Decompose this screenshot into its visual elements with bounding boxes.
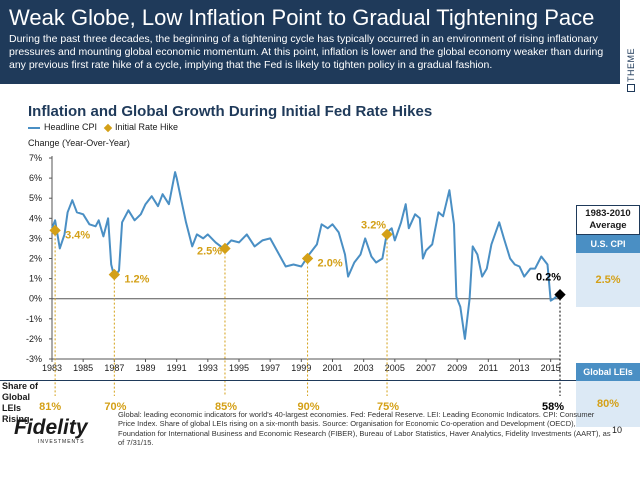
lei-row xyxy=(0,380,576,429)
current-lei-value: 58% xyxy=(542,401,564,413)
x-tick-label: 2001 xyxy=(322,363,342,373)
rate-hike-diamond xyxy=(219,242,231,255)
y-tick-label: -3% xyxy=(26,354,42,364)
x-tick-label: 1985 xyxy=(73,363,93,373)
average-cpi-value: 2.5% xyxy=(576,253,640,307)
lei-value: 85% xyxy=(215,401,237,413)
x-tick-label: 1991 xyxy=(167,363,187,373)
x-tick-label: 2013 xyxy=(509,363,529,373)
rate-hike-diamond xyxy=(49,224,61,237)
lei-value: 81% xyxy=(39,401,61,413)
current-diamond xyxy=(554,289,566,301)
cpi-series-line xyxy=(51,171,560,340)
x-tick-label: 2011 xyxy=(479,363,498,373)
lei-row-title: Share of Global LEIs Rising xyxy=(2,381,39,424)
y-tick-label: -2% xyxy=(26,334,42,344)
x-tick-label: 1995 xyxy=(229,363,249,373)
chart-title: Inflation and Global Growth During Initi… xyxy=(28,103,433,120)
average-box-title: 1983-2010 Average xyxy=(576,205,640,235)
y-tick-label: 5% xyxy=(29,193,42,203)
x-tick-label: 1999 xyxy=(291,363,311,373)
legend-cpi-label: Headline CPI xyxy=(44,122,98,132)
x-tick-label: 2003 xyxy=(354,363,374,373)
y-axis-label: Change (Year-Over-Year) xyxy=(28,138,130,148)
x-tick-label: 1997 xyxy=(260,363,280,373)
x-tick-label: 1989 xyxy=(135,363,155,373)
y-tick-label: 2% xyxy=(29,254,42,264)
footnote: Global: leading economic indicators for … xyxy=(118,410,611,447)
y-tick-label: 4% xyxy=(29,213,42,223)
rate-hike-label: 3.2% xyxy=(361,219,386,231)
x-tick-label: 1993 xyxy=(198,363,218,373)
x-tick-label: 2009 xyxy=(447,363,467,373)
lei-value: 70% xyxy=(104,401,126,413)
y-tick-label: 0% xyxy=(29,294,42,304)
header-banner: Weak Globe, Low Inflation Point to Gradu… xyxy=(0,0,620,84)
y-tick-label: 6% xyxy=(29,173,42,183)
average-lei-label: Global LEIs xyxy=(576,363,640,381)
y-tick-label: -1% xyxy=(26,314,42,324)
lei-value: 75% xyxy=(377,401,399,413)
lei-value: 90% xyxy=(298,401,320,413)
page-subtitle: During the past three decades, the begin… xyxy=(9,33,604,71)
logo-subtitle: INVESTMENTS xyxy=(38,439,85,445)
page-number: 10 xyxy=(612,425,623,435)
rate-hike-label: 1.2% xyxy=(124,274,149,286)
y-tick-label: 7% xyxy=(29,153,42,163)
average-box: 1983-2010 Average U.S. CPI 2.5% xyxy=(576,205,640,370)
chart-legend: Headline CPI Initial Rate Hike xyxy=(28,122,178,132)
cpi-legend-swatch xyxy=(28,126,40,129)
average-lei-value: 80% xyxy=(576,381,640,427)
rate-hike-label: 2.0% xyxy=(318,258,343,270)
fidelity-logo: Fidelity INVESTMENTS xyxy=(14,414,114,445)
page-title: Weak Globe, Low Inflation Point to Gradu… xyxy=(9,5,595,30)
x-tick-label: 2007 xyxy=(416,363,436,373)
y-tick-label: 1% xyxy=(29,274,42,284)
average-cpi-label: U.S. CPI xyxy=(576,235,640,253)
logo-wordmark: Fidelity xyxy=(14,416,88,439)
theme-box-icon xyxy=(627,84,635,92)
rate-hike-label: 2.5% xyxy=(197,245,222,257)
rate-hike-label: 3.4% xyxy=(65,229,90,241)
rate-hike-diamond xyxy=(381,228,393,241)
theme-tab xyxy=(620,0,640,84)
y-tick-label: 3% xyxy=(29,233,42,243)
x-tick-label: 2015 xyxy=(541,363,561,373)
x-tick-label: 2005 xyxy=(385,363,405,373)
x-tick-label: 1983 xyxy=(42,363,62,373)
legend-hike-label: Initial Rate Hike xyxy=(115,122,179,132)
current-cpi-label: 0.2% xyxy=(536,272,561,284)
rate-hike-diamond xyxy=(301,252,314,265)
